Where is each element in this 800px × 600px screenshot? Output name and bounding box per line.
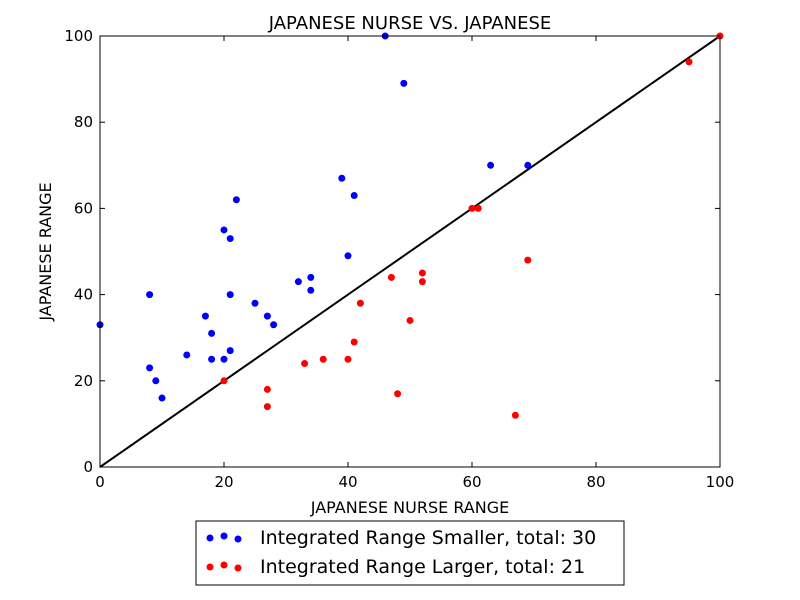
point-smaller — [232, 196, 240, 204]
y-tick-label: 0 — [83, 458, 93, 476]
legend-marker-larger — [220, 561, 228, 569]
point-smaller — [226, 347, 234, 355]
point-smaller — [208, 329, 216, 337]
x-tick-label: 100 — [706, 473, 735, 491]
plot-frame — [99, 35, 721, 468]
y-tick-label: 100 — [64, 27, 93, 45]
point-smaller — [201, 312, 209, 320]
y-tick-label: 80 — [74, 113, 93, 131]
legend-label-larger: Integrated Range Larger, total: 21 — [260, 556, 585, 578]
point-smaller — [183, 351, 191, 359]
data-points-layer — [96, 32, 724, 419]
point-smaller — [263, 312, 271, 320]
y-tick-label: 20 — [74, 372, 93, 390]
y-tick-label: 60 — [74, 199, 93, 217]
point-smaller — [294, 278, 302, 286]
point-smaller — [400, 79, 408, 87]
point-smaller — [350, 191, 358, 199]
point-smaller — [220, 355, 228, 363]
y-tick-label: 40 — [74, 286, 93, 304]
point-larger — [350, 338, 358, 346]
legend-markers — [206, 532, 242, 572]
x-tick-label: 20 — [214, 473, 233, 491]
point-smaller — [220, 226, 228, 234]
point-smaller — [251, 299, 259, 307]
point-smaller — [152, 377, 160, 385]
legend-box — [195, 520, 625, 586]
legend-label-smaller: Integrated Range Smaller, total: 30 — [260, 527, 596, 549]
point-smaller — [338, 174, 346, 182]
x-axis-label: JAPANESE NURSE RANGE — [310, 498, 509, 517]
point-smaller — [524, 161, 532, 169]
point-larger — [319, 355, 327, 363]
y-axis-label: JAPANESE RANGE — [36, 182, 55, 321]
point-larger — [418, 269, 426, 277]
point-larger — [685, 58, 693, 66]
legend: Integrated Range Smaller, total: 30 Inte… — [195, 520, 625, 586]
legend-marker-smaller — [234, 535, 242, 543]
point-smaller — [226, 291, 234, 299]
point-smaller — [307, 273, 315, 281]
x-tick-label: 80 — [586, 473, 605, 491]
point-smaller — [487, 161, 495, 169]
point-smaller — [270, 321, 278, 329]
point-larger — [524, 256, 532, 264]
reference-line-layer — [99, 35, 721, 468]
point-larger — [344, 355, 352, 363]
x-tick-label: 0 — [95, 473, 105, 491]
point-smaller — [307, 286, 315, 294]
point-larger — [474, 204, 482, 212]
point-larger — [418, 278, 426, 286]
point-larger — [468, 204, 476, 212]
legend-marker-larger — [234, 564, 242, 572]
point-smaller — [158, 394, 166, 402]
chart-title: JAPANESE NURSE VS. JAPANESE — [268, 13, 552, 34]
point-larger — [406, 316, 414, 324]
legend-marker-larger — [206, 563, 214, 571]
x-tick-label: 40 — [338, 473, 357, 491]
axis-ticks-layer: 0 20 40 60 80 100 0 20 40 60 80 100 — [64, 27, 734, 491]
legend-marker-smaller — [220, 532, 228, 540]
point-larger — [387, 273, 395, 281]
point-larger — [511, 411, 519, 419]
point-larger — [301, 360, 309, 368]
point-smaller — [208, 355, 216, 363]
point-larger — [263, 403, 271, 411]
point-larger — [220, 377, 228, 385]
point-smaller — [146, 364, 154, 372]
point-larger — [356, 299, 364, 307]
legend-marker-smaller — [206, 534, 214, 542]
point-smaller — [146, 291, 154, 299]
point-smaller — [226, 235, 234, 243]
reference-diagonal-line — [99, 35, 721, 468]
point-smaller — [344, 252, 352, 260]
x-tick-label: 60 — [462, 473, 481, 491]
point-larger — [394, 390, 402, 398]
point-larger — [263, 385, 271, 393]
